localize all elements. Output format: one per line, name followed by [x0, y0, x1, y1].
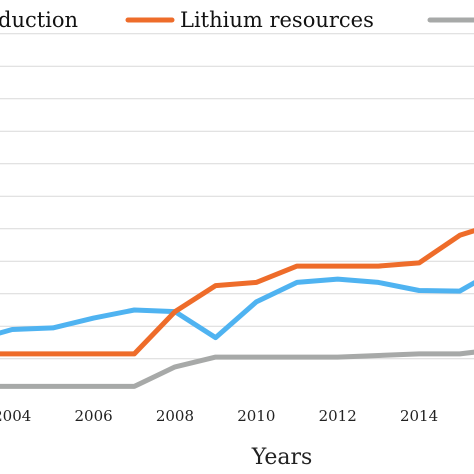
x-tick-label: 2008 [156, 407, 194, 425]
x-axis-title: Years [251, 445, 313, 470]
legend: duction Lithium resources [0, 8, 474, 32]
x-tick-label: 2014 [400, 407, 438, 425]
grid-lines [0, 33, 474, 360]
series-lines [0, 228, 474, 389]
series-line-third-series [0, 349, 474, 389]
x-tick-label: 2010 [237, 407, 275, 425]
legend-label-production: duction [0, 8, 78, 32]
x-tick-label: 2004 [0, 407, 31, 425]
series-line-production [0, 276, 474, 341]
x-tick-labels: 2004 2006 2008 2010 2012 2014 [0, 407, 438, 425]
series-line-lithium-resources [0, 228, 474, 357]
x-tick-label: 2006 [74, 407, 112, 425]
x-tick-label: 2012 [319, 407, 357, 425]
legend-label-lithium-resources: Lithium resources [180, 8, 374, 32]
